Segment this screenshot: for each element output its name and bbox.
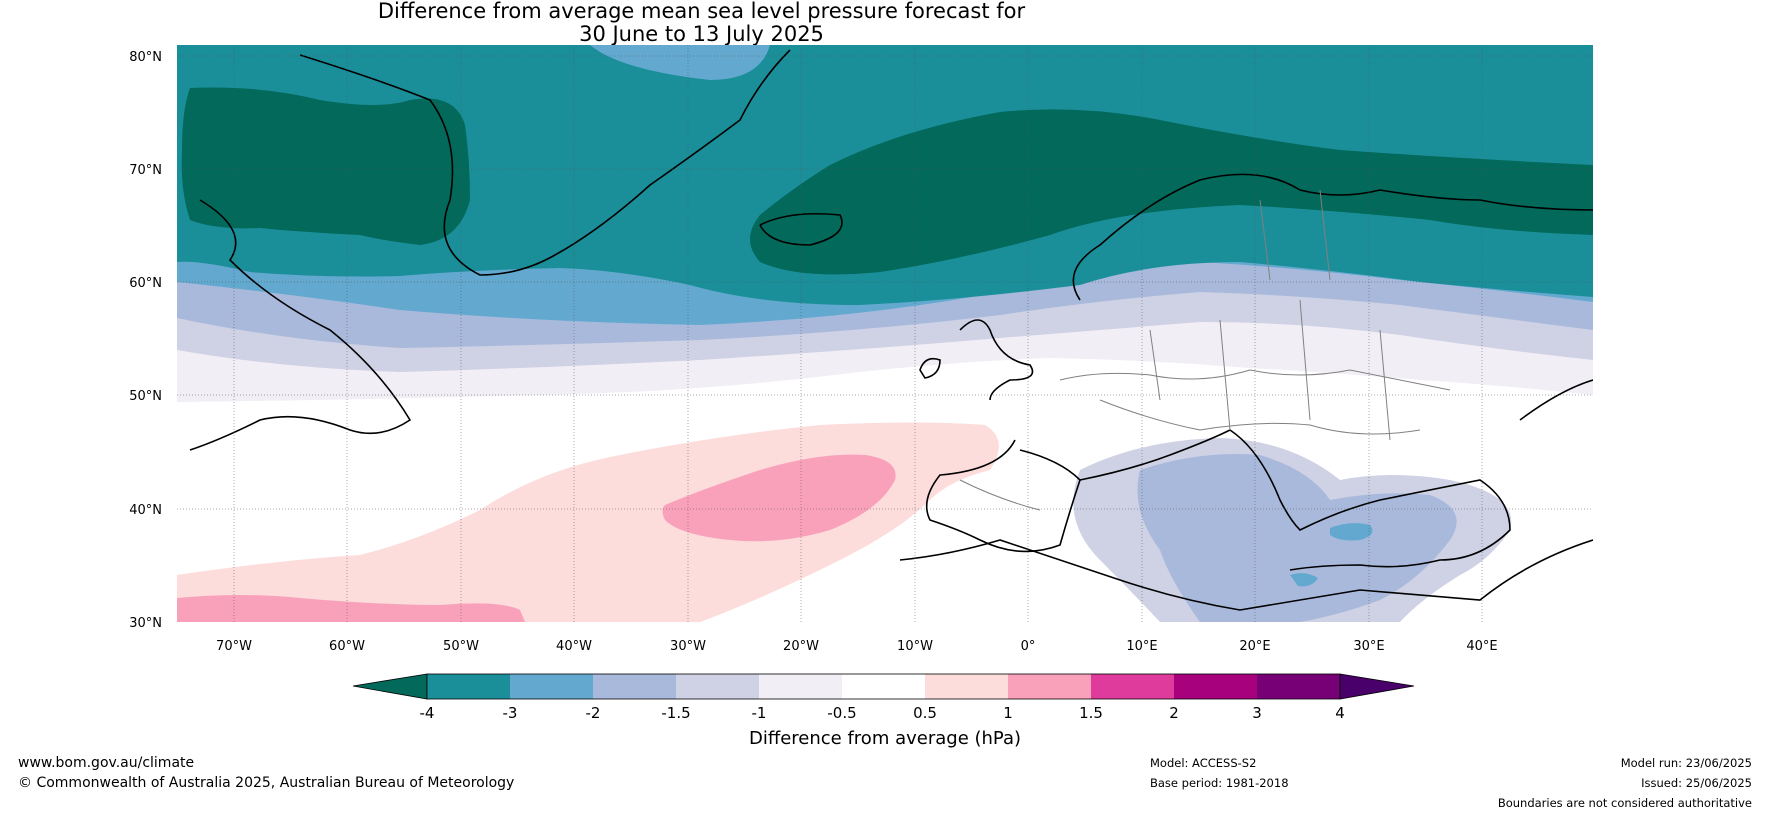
colorbar-segment xyxy=(1091,674,1174,699)
lon-label: 20°E xyxy=(1239,639,1270,654)
lon-label: 40°E xyxy=(1466,639,1497,654)
colorbar-segment xyxy=(427,674,510,699)
band-minus-3-med-2 xyxy=(1290,573,1318,587)
colorbar: -4 -3 -2 -1.5 -1 -0.5 0.5 1 1.5 2 3 4 Di… xyxy=(352,673,1415,749)
colorbar-segment xyxy=(759,674,842,699)
colorbar-tick-label: -2 xyxy=(586,704,601,722)
colorbar-segment xyxy=(676,674,759,699)
graticule xyxy=(177,45,1593,622)
copyright-text: © Commonwealth of Australia 2025, Austra… xyxy=(18,775,515,791)
pressure-anomaly-field xyxy=(177,45,1593,622)
colorbar-tick-label: -1 xyxy=(752,704,767,722)
disclaimer-text: Boundaries are not considered authoritat… xyxy=(1497,796,1752,810)
colorbar-segment xyxy=(593,674,676,699)
colorbar-segment xyxy=(510,674,593,699)
colorbar-segment xyxy=(1257,674,1340,699)
colorbar-segment xyxy=(1008,674,1091,699)
lon-label: 40°W xyxy=(556,639,592,654)
lat-label: 80°N xyxy=(129,50,162,65)
colorbar-tick-label: -4 xyxy=(420,704,435,722)
colorbar-tick-label: -0.5 xyxy=(827,704,856,722)
colorbar-tick-label: 0.5 xyxy=(913,704,937,722)
title-line-1: Difference from average mean sea level p… xyxy=(377,0,1026,23)
colorbar-tick-label: 1 xyxy=(1003,704,1013,722)
band-below-4-west xyxy=(181,87,470,245)
country-borders xyxy=(959,189,1451,511)
colorbar-segment xyxy=(842,674,925,699)
lat-label: 60°N xyxy=(129,276,162,291)
lon-label: 30°E xyxy=(1353,639,1384,654)
colorbar-extend-high xyxy=(1339,673,1415,700)
map-title: Difference from average mean sea level p… xyxy=(0,0,1403,46)
issued-text: Issued: 25/06/2025 xyxy=(1641,776,1752,790)
model-text: Model: ACCESS-S2 xyxy=(1150,756,1257,770)
band-below-4-east xyxy=(750,109,1593,275)
colorbar-tick-label: 2 xyxy=(1169,704,1179,722)
lat-label: 70°N xyxy=(129,163,162,178)
lon-label: 70°W xyxy=(216,639,252,654)
title-line-2: 30 June to 13 July 2025 xyxy=(579,22,824,46)
lat-label: 30°N xyxy=(129,616,162,631)
lon-label: 30°W xyxy=(670,639,706,654)
colorbar-tick-label: 3 xyxy=(1252,704,1262,722)
band-plus-1-southwest xyxy=(177,595,525,622)
lon-label: 0° xyxy=(1021,639,1036,654)
lon-label: 20°W xyxy=(783,639,819,654)
colorbar-extend-low xyxy=(352,673,428,700)
colorbar-frame xyxy=(426,673,1341,700)
longitude-labels: 70°W 60°W 50°W 40°W 30°W 20°W 10°W 0° 10… xyxy=(216,639,1498,654)
colorbar-tick-label: 1.5 xyxy=(1079,704,1103,722)
base-period-text: Base period: 1981-2018 xyxy=(1150,776,1289,790)
lon-label: 60°W xyxy=(329,639,365,654)
lon-label: 50°W xyxy=(443,639,479,654)
model-run-text: Model run: 23/06/2025 xyxy=(1620,756,1752,770)
lat-label: 50°N xyxy=(129,389,162,404)
band-minus-3-med xyxy=(1330,523,1373,541)
coastlines xyxy=(189,49,1593,611)
colorbar-segment xyxy=(925,674,1008,699)
colorbar-segments xyxy=(427,674,1340,699)
colorbar-tick-label: 4 xyxy=(1335,704,1345,722)
colorbar-tick-labels: -4 -3 -2 -1.5 -1 -0.5 0.5 1 1.5 2 3 4 xyxy=(420,704,1345,722)
colorbar-segment xyxy=(1174,674,1257,699)
lon-label: 10°E xyxy=(1126,639,1157,654)
lat-label: 40°N xyxy=(129,503,162,518)
lon-label: 10°W xyxy=(897,639,933,654)
band-minus-2-med xyxy=(1137,454,1457,622)
band-plus-1-atlantic xyxy=(662,454,896,542)
latitude-labels: 80°N 70°N 60°N 50°N 40°N 30°N xyxy=(129,50,162,631)
colorbar-tick-label: -3 xyxy=(503,704,518,722)
colorbar-tick-label: -1.5 xyxy=(661,704,690,722)
colorbar-label: Difference from average (hPa) xyxy=(749,728,1021,749)
website-link[interactable]: www.bom.gov.au/climate xyxy=(18,755,195,771)
